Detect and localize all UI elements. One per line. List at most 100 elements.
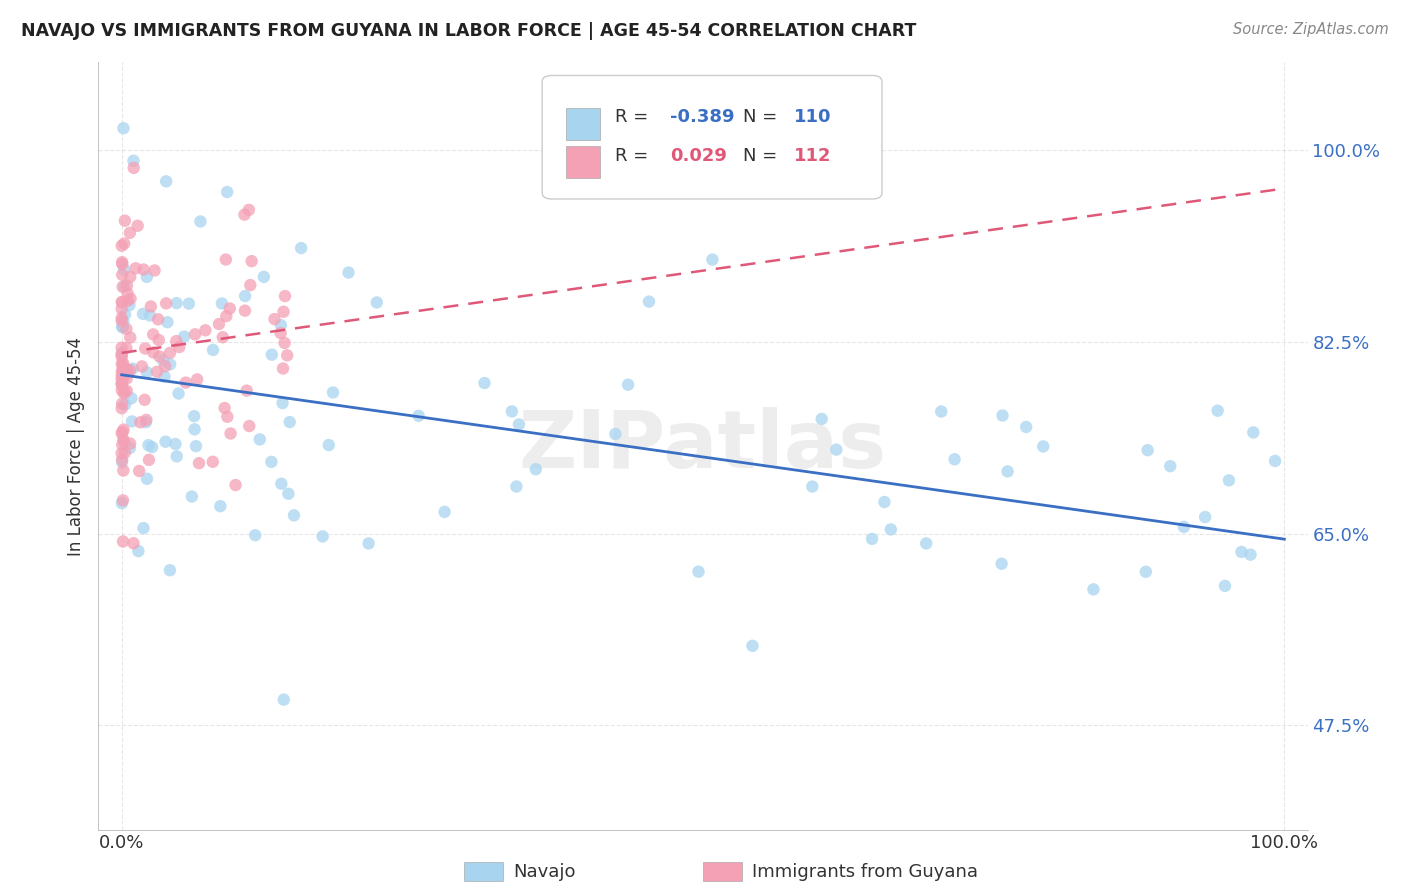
Point	[245, 528, 267, 542]
Point	[276, 348, 298, 362]
Point	[357, 536, 380, 550]
Point	[153, 359, 176, 373]
Point	[186, 372, 208, 386]
Point	[122, 161, 145, 175]
Point	[273, 335, 295, 350]
Point	[915, 536, 938, 550]
Point	[688, 565, 710, 579]
Point	[166, 296, 188, 310]
Point	[148, 350, 170, 364]
Point	[1136, 443, 1159, 458]
Point	[322, 385, 344, 400]
Point	[155, 296, 177, 310]
Point	[111, 493, 134, 508]
Point	[111, 341, 134, 355]
Point	[112, 236, 135, 251]
Text: Source: ZipAtlas.com: Source: ZipAtlas.com	[1233, 22, 1389, 37]
Point	[208, 317, 231, 331]
Point	[211, 330, 233, 344]
Text: 110: 110	[794, 109, 831, 127]
Point	[111, 401, 134, 416]
Point	[1213, 579, 1236, 593]
Point	[111, 496, 134, 510]
Point	[111, 376, 134, 391]
Point	[132, 307, 155, 321]
FancyBboxPatch shape	[543, 76, 882, 199]
Text: NAVAJO VS IMMIGRANTS FROM GUYANA IN LABOR FORCE | AGE 45-54 CORRELATION CHART: NAVAJO VS IMMIGRANTS FROM GUYANA IN LABO…	[21, 22, 917, 40]
Text: N =: N =	[742, 147, 778, 165]
Point	[112, 386, 135, 401]
Point	[1015, 420, 1038, 434]
Point	[135, 269, 157, 284]
Point	[146, 312, 169, 326]
Point	[111, 396, 134, 410]
Point	[120, 292, 142, 306]
Point	[111, 310, 134, 325]
Point	[111, 280, 134, 294]
Point	[253, 269, 276, 284]
Point	[190, 214, 212, 228]
Point	[118, 441, 141, 455]
Point	[263, 312, 285, 326]
Point	[111, 350, 134, 364]
Point	[120, 330, 142, 344]
Point	[114, 445, 136, 459]
Point	[183, 422, 205, 436]
Point	[1173, 520, 1195, 534]
Point	[1264, 454, 1286, 468]
Point	[117, 293, 139, 308]
Point	[1230, 545, 1253, 559]
Point	[112, 262, 135, 277]
Point	[128, 464, 150, 478]
Point	[318, 438, 340, 452]
Point	[111, 295, 134, 310]
Point	[120, 363, 142, 377]
Point	[177, 296, 200, 310]
Point	[366, 295, 388, 310]
Point	[1239, 548, 1261, 562]
Point	[183, 409, 205, 424]
Point	[120, 391, 142, 405]
Point	[273, 304, 295, 318]
Point	[233, 208, 256, 222]
Point	[173, 329, 195, 343]
Point	[991, 409, 1014, 423]
Point	[508, 417, 530, 432]
Point	[238, 419, 260, 434]
Point	[112, 363, 135, 377]
Point	[142, 345, 165, 359]
Point	[135, 415, 157, 429]
Point	[111, 368, 134, 382]
Point	[1194, 510, 1216, 524]
Point	[1032, 439, 1054, 453]
Point	[112, 315, 135, 329]
Point	[111, 383, 134, 397]
Text: R =: R =	[614, 147, 648, 165]
Point	[111, 372, 134, 386]
Point	[115, 371, 138, 385]
Point	[188, 456, 211, 470]
Point	[201, 455, 224, 469]
Point	[111, 377, 134, 392]
Point	[121, 414, 143, 428]
Point	[741, 639, 763, 653]
Point	[270, 326, 292, 340]
Point	[605, 427, 627, 442]
Point	[112, 434, 135, 449]
Point	[111, 257, 134, 271]
Point	[202, 343, 225, 357]
Point	[122, 153, 145, 168]
Point	[260, 455, 283, 469]
Point	[117, 364, 139, 378]
Point	[111, 255, 134, 269]
Point	[617, 377, 640, 392]
Point	[115, 384, 138, 398]
Point	[115, 362, 138, 376]
Point	[290, 241, 312, 255]
Point	[111, 347, 134, 361]
Point	[115, 278, 138, 293]
Point	[118, 298, 141, 312]
Point	[1218, 474, 1240, 488]
Text: Immigrants from Guyana: Immigrants from Guyana	[752, 863, 979, 881]
Point	[111, 295, 134, 310]
